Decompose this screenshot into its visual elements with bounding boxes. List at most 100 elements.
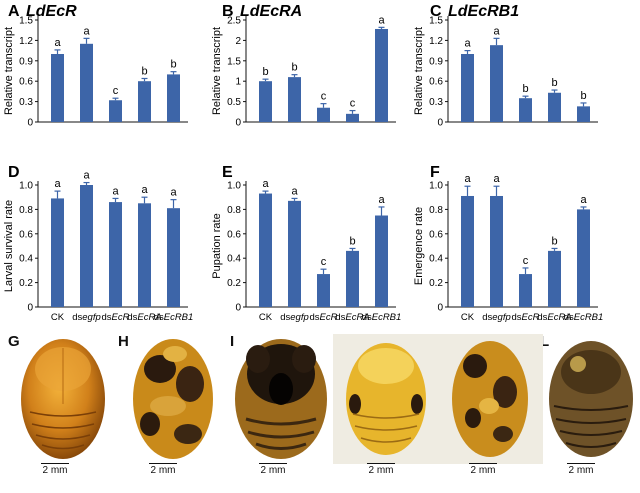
chart-panel-a: A LdEcR 0 0.3 0.6 0.9 1.2 1.5 Relative transcrip… (3, 3, 188, 129)
significance-letter: a (170, 187, 177, 199)
bar (138, 203, 151, 307)
bar (80, 185, 93, 307)
y-tick-label: 1 (235, 77, 241, 88)
panel-label: F (430, 164, 440, 181)
y-axis-label: Relative transcript (211, 27, 223, 115)
y-axis-label: Emergence rate (413, 207, 425, 285)
y-tick-label: 0.8 (19, 205, 33, 216)
bar (346, 113, 359, 122)
y-tick-label: 0.6 (19, 229, 33, 240)
scale-bar-k: 2 mm (458, 463, 508, 476)
y-tick-label: 0.4 (429, 254, 443, 265)
y-tick-label: 1.2 (19, 36, 33, 47)
significance-letter: b (551, 77, 557, 89)
significance-letter: a (54, 37, 61, 49)
bar (490, 195, 503, 307)
x-tick-label: dsEcR (512, 312, 540, 323)
scale-label: 2 mm (368, 465, 394, 476)
significance-letter: c (321, 256, 327, 268)
y-tick-label: 0.2 (429, 278, 443, 289)
bar (317, 274, 330, 307)
bar (167, 74, 180, 122)
significance-letter: a (378, 194, 385, 206)
panel-label-i: I (230, 333, 235, 350)
pupa-photo-g (21, 339, 105, 459)
panel-label: D (8, 164, 20, 181)
x-tick-label: CK (259, 312, 273, 323)
scale-bar-h: 2 mm (138, 463, 188, 476)
significance-letter: a (378, 14, 385, 26)
x-tick-label: dsEcR (310, 312, 338, 323)
significance-letter: c (523, 255, 529, 267)
scale-label: 2 mm (568, 465, 594, 476)
y-tick-label: 2.5 (227, 16, 241, 27)
y-axis-label: Larval survival rate (3, 200, 15, 292)
bar (288, 200, 301, 307)
bar (490, 45, 503, 122)
significance-letter: c (113, 85, 119, 97)
y-axis-label: Pupation rate (211, 213, 223, 278)
bar (375, 28, 388, 123)
bar (288, 77, 301, 122)
pupa-photo-h (133, 339, 213, 459)
x-tick-label: CK (51, 312, 65, 323)
pupa-photo-k (437, 334, 543, 464)
y-tick-label: 1.5 (227, 56, 241, 67)
x-tick-label: dsegfp (72, 312, 101, 323)
bar (167, 208, 180, 307)
bar (519, 98, 532, 122)
bar (51, 54, 64, 122)
chart-title: LdEcRB1 (448, 3, 519, 20)
y-tick-label: 0.5 (227, 97, 241, 108)
y-tick-label: 0.2 (19, 278, 33, 289)
y-tick-label: 2 (235, 36, 241, 47)
significance-letter: b (291, 62, 297, 74)
significance-letter: a (83, 25, 90, 37)
panel-label-g: G (8, 333, 20, 350)
chart-panel-e: E 0 0.2 0.4 0.6 0.8 1.0 Pupation rate a CK a dsegfp… (211, 164, 401, 323)
bar (577, 106, 590, 122)
figure: A LdEcR 0 0.3 0.6 0.9 1.2 1.5 Relative transcrip… (3, 3, 603, 323)
panel-label: B (222, 3, 234, 20)
x-tick-label: dsEcRA (127, 312, 161, 323)
bar (80, 43, 93, 122)
y-tick-label: 1.5 (19, 16, 33, 27)
y-axis-label: Relative transcript (413, 27, 425, 115)
y-tick-label: 0.4 (227, 254, 241, 265)
significance-letter: b (170, 59, 176, 71)
y-tick-label: 0.4 (19, 254, 33, 265)
significance-letter: b (580, 90, 586, 102)
significance-letter: b (141, 65, 147, 77)
significance-letter: b (551, 235, 557, 247)
y-tick-label: 1.5 (429, 16, 443, 27)
significance-letter: a (262, 178, 269, 190)
significance-letter: a (54, 178, 61, 190)
bar (51, 198, 64, 307)
significance-letter: b (349, 235, 355, 247)
chart-panel-f: F 0 0.2 0.4 0.6 0.8 1.0 Emergence rate a CK a dsegf… (413, 164, 603, 323)
x-tick-label: CK (461, 312, 475, 323)
scale-label: 2 mm (150, 465, 176, 476)
bar (259, 193, 272, 307)
bar (259, 81, 272, 122)
significance-letter: a (464, 38, 471, 50)
panel-label: C (430, 3, 442, 20)
panel-label-l: L (540, 333, 550, 350)
y-tick-label: 0.6 (19, 77, 33, 88)
y-tick-label: 0 (235, 118, 241, 129)
y-tick-label: 0.6 (429, 77, 443, 88)
panel-label: A (8, 3, 20, 20)
y-tick-label: 1.0 (19, 181, 33, 192)
significance-letter: b (522, 83, 528, 95)
y-tick-label: 0.8 (227, 205, 241, 216)
bar (317, 107, 330, 122)
scale-label: 2 mm (42, 465, 68, 476)
significance-letter: a (493, 25, 500, 37)
y-tick-label: 1.0 (429, 181, 443, 192)
x-tick-label: dsegfp (280, 312, 309, 323)
y-tick-label: 0.3 (429, 97, 443, 108)
significance-letter: a (141, 184, 148, 196)
bar (109, 202, 122, 307)
significance-letter: b (262, 66, 268, 78)
x-tick-label: dsEcRA (537, 312, 571, 323)
